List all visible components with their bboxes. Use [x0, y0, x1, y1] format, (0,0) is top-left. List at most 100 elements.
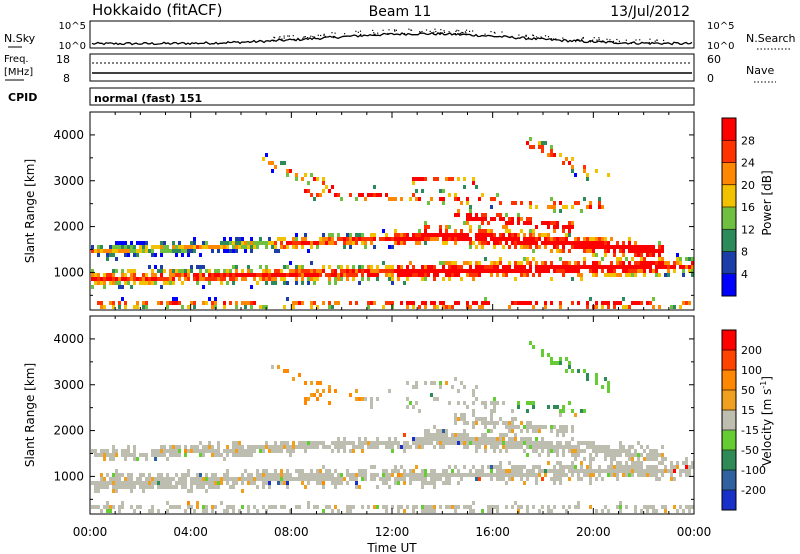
power-cell [535, 245, 538, 249]
velocity-cell [448, 477, 451, 481]
velocity-cell [301, 473, 304, 477]
power-cell [508, 265, 511, 269]
velocity-cell [340, 481, 343, 485]
velocity-ytick-label: 2000 [53, 424, 84, 438]
velocity-cell [631, 457, 634, 461]
power-cell [472, 177, 475, 181]
velocity-cell [187, 473, 190, 477]
velocity-cell [637, 473, 640, 477]
velocity-cell [316, 477, 319, 481]
power-cell [466, 261, 469, 265]
power-cell [622, 261, 625, 265]
power-cell [268, 269, 271, 273]
velocity-cell [640, 461, 643, 465]
power-cell [580, 241, 583, 245]
power-cell [478, 237, 481, 241]
velocity-cell [553, 449, 556, 453]
velocity-cell [568, 361, 571, 365]
power-cell [658, 261, 661, 265]
velocity-cell [181, 473, 184, 477]
velocity-cell [331, 509, 334, 513]
velocity-cell [112, 485, 115, 489]
power-cell [391, 277, 394, 281]
velocity-cell [148, 485, 151, 489]
velocity-cell [577, 441, 580, 445]
power-cell [157, 277, 160, 281]
power-cell [529, 137, 532, 141]
power-cell [145, 281, 148, 285]
power-cell [271, 277, 274, 281]
velocity-cell [595, 469, 598, 473]
velocity-cell [646, 509, 649, 513]
power-cell [493, 245, 496, 249]
power-cell [370, 233, 373, 237]
velocity-cell [277, 445, 280, 449]
power-cell [502, 237, 505, 241]
velocity-cell [445, 381, 448, 385]
freq-left-tick-top: 18 [56, 53, 70, 66]
velocity-cell [427, 429, 430, 433]
power-cell [505, 269, 508, 273]
power-cell [433, 277, 436, 281]
velocity-cell [178, 449, 181, 453]
power-cell [253, 277, 256, 281]
power-cell [607, 273, 610, 277]
velocity-cell [451, 473, 454, 477]
power-cell [664, 265, 667, 269]
power-cell [415, 237, 418, 241]
velocity-cell [685, 461, 688, 465]
velocity-cell [163, 449, 166, 453]
velocity-cell [520, 469, 523, 473]
power-cell [235, 245, 238, 249]
power-cell [628, 261, 631, 265]
noise-search-point [310, 35, 312, 37]
noise-search-point [312, 36, 314, 38]
velocity-cell [562, 445, 565, 449]
power-cell [520, 217, 523, 221]
noise-search-point [484, 33, 486, 35]
power-cell [529, 237, 532, 241]
power-cell [241, 237, 244, 241]
velocity-cell [532, 449, 535, 453]
velocity-cell [223, 473, 226, 477]
power-cell [193, 277, 196, 281]
power-cell [130, 245, 133, 249]
velocity-cell [376, 441, 379, 445]
power-cell [502, 217, 505, 221]
power-colorbar-swatch [722, 140, 736, 163]
power-cell [481, 305, 484, 309]
power-cell [529, 233, 532, 237]
power-cell [484, 301, 487, 305]
velocity-cell [253, 477, 256, 481]
power-cell [568, 221, 571, 225]
power-cell [643, 257, 646, 261]
velocity-cell [232, 481, 235, 485]
power-cell [466, 221, 469, 225]
velocity-cell [259, 473, 262, 477]
power-cell [229, 241, 232, 245]
velocity-cell [466, 437, 469, 441]
power-cell [310, 173, 313, 177]
velocity-cell [388, 473, 391, 477]
power-cell [508, 269, 511, 273]
power-cell [112, 245, 115, 249]
velocity-cell [328, 445, 331, 449]
power-cell [568, 261, 571, 265]
velocity-cell [103, 477, 106, 481]
power-cell [250, 301, 253, 305]
velocity-cell [286, 481, 289, 485]
velocity-cell [535, 473, 538, 477]
power-cell [301, 301, 304, 305]
power-cell [646, 253, 649, 257]
velocity-cell [502, 421, 505, 425]
power-cell [499, 237, 502, 241]
power-cell [292, 241, 295, 245]
velocity-cell [115, 477, 118, 481]
power-cell [112, 281, 115, 285]
velocity-cell [262, 477, 265, 481]
noise-search-point [283, 35, 285, 37]
power-cell [517, 265, 520, 269]
velocity-cell [286, 473, 289, 477]
power-cell [460, 277, 463, 281]
velocity-cell [226, 505, 229, 509]
